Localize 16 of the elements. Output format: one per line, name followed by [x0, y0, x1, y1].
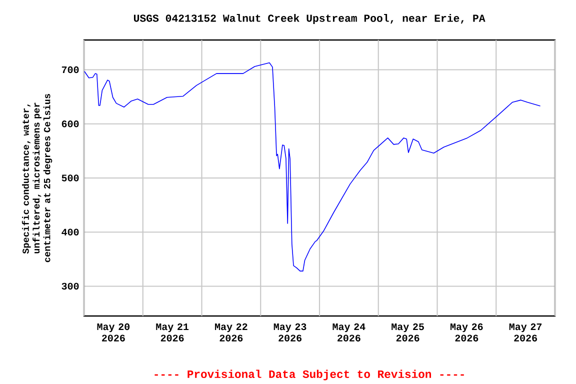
- x-tick-label: May 25 2026: [392, 323, 424, 342]
- x-tick-label: May 23 2026: [274, 323, 306, 342]
- text: ---- Provisional Data Subject to Revision ----: [154, 370, 464, 380]
- chart-title: USGS 04213152 Walnut Creek Upstream Pool, near Erie, PA: [134, 14, 486, 24]
- x-tick-label: May 20 2026: [97, 323, 130, 342]
- x-tick-label: May 24 2026: [332, 323, 366, 342]
- y-axis-title: Specific conductance, water, unfiltered, microsiemens per centimeter at 25 degrees Celsius: [22, 94, 52, 262]
- y-tick-label: 500: [62, 174, 79, 182]
- x-tick-label: May 27 2026: [509, 323, 542, 342]
- y-tick-label: 300: [62, 282, 79, 290]
- x-tick-label: May 26 2026: [450, 323, 483, 342]
- x-tick-label: May 21 2026: [156, 323, 189, 342]
- y-tick-label: 600: [62, 120, 79, 128]
- x-tick-label: May 22 2026: [215, 323, 248, 342]
- y-tick-label: 400: [62, 228, 79, 236]
- y-tick-label: 700: [62, 66, 79, 74]
